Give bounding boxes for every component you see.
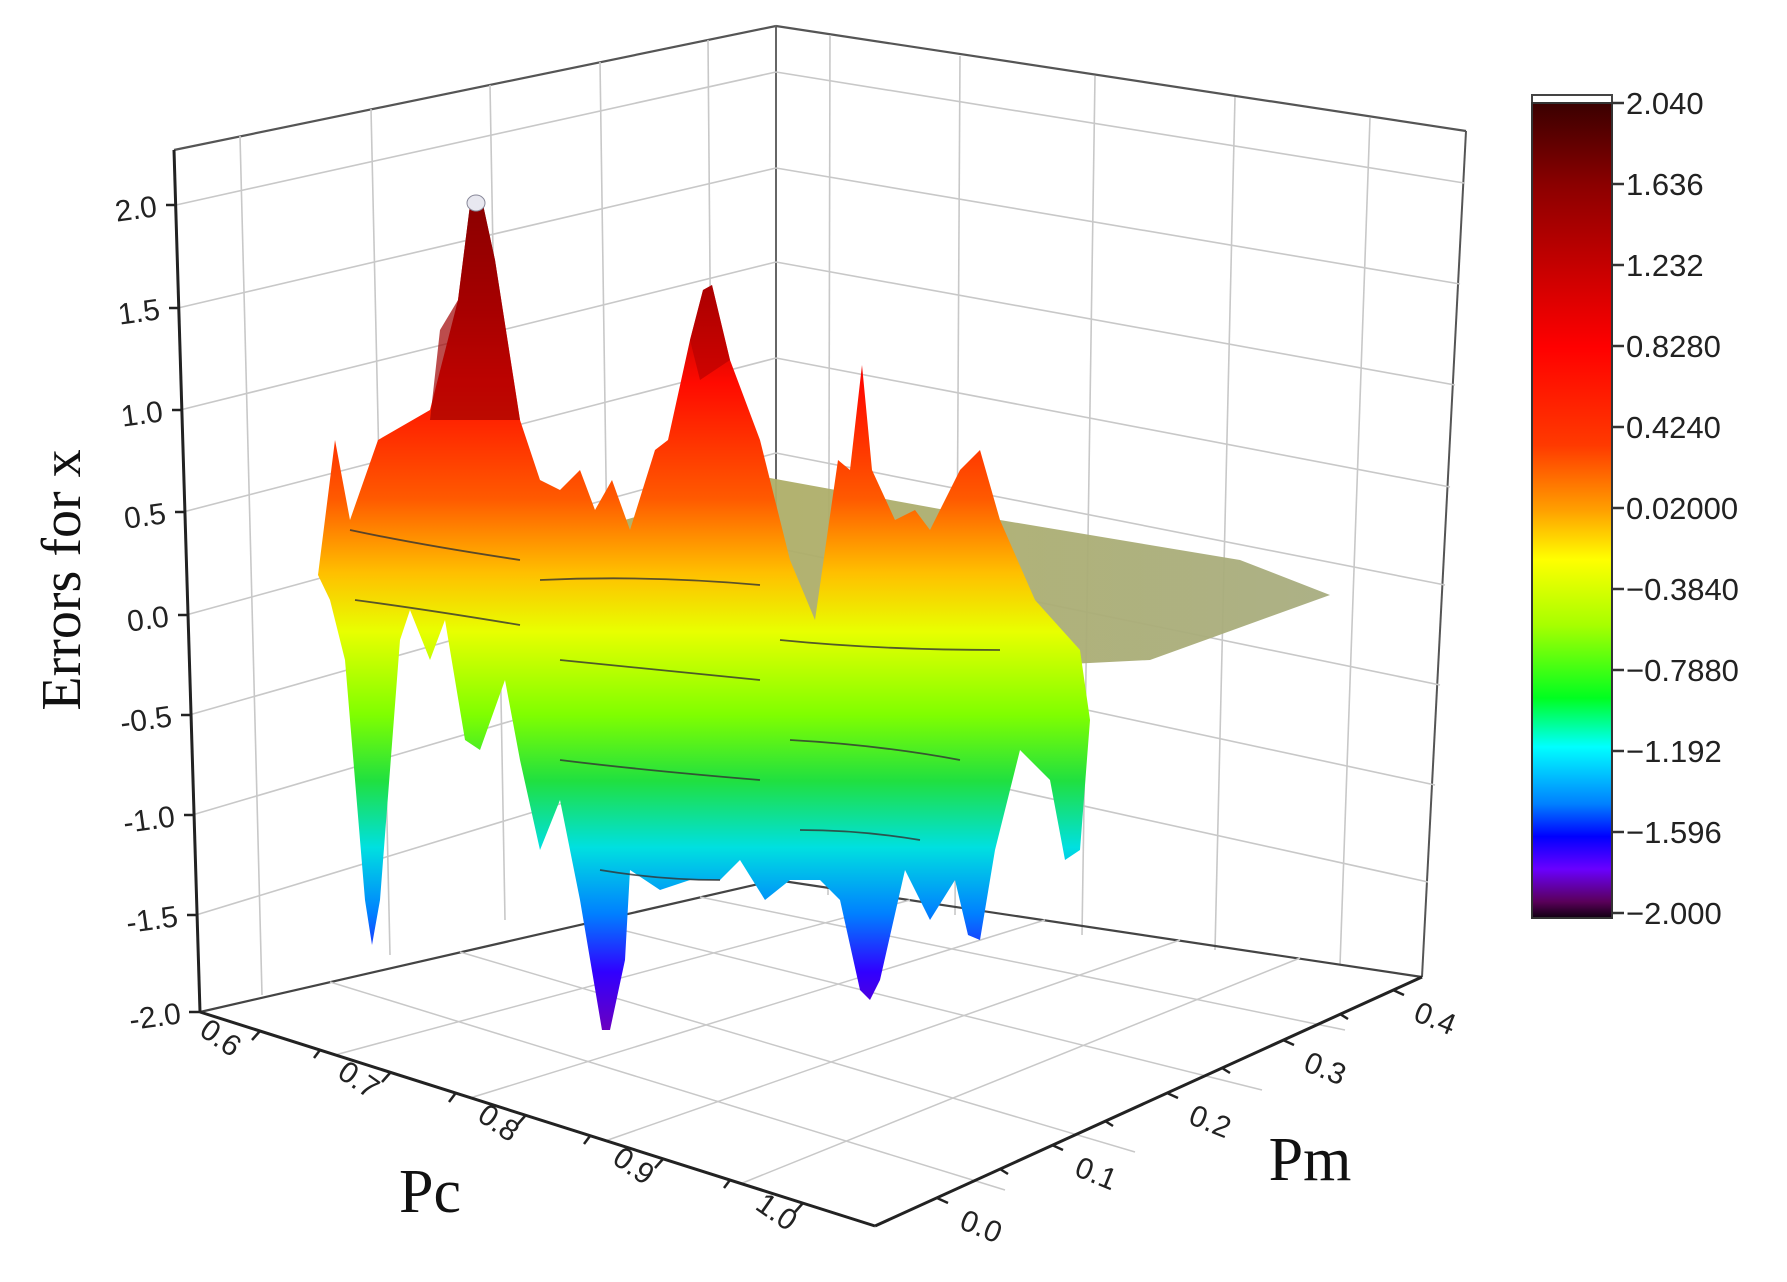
svg-text:1.0: 1.0: [119, 395, 165, 433]
svg-text:-0.5: -0.5: [118, 700, 174, 740]
svg-text:0.2: 0.2: [1184, 1099, 1235, 1145]
svg-text:2.0: 2.0: [113, 190, 159, 228]
svg-text:0.02000: 0.02000: [1626, 491, 1738, 526]
pc-axis-title: Pc: [399, 1158, 461, 1226]
svg-text:0.6: 0.6: [194, 1013, 247, 1064]
pm-axis-ticks: [936, 988, 1405, 1205]
svg-text:1.636: 1.636: [1626, 167, 1704, 202]
svg-text:-2.0: -2.0: [127, 997, 183, 1037]
svg-text:-1.0: -1.0: [121, 800, 177, 840]
svg-text:2.040: 2.040: [1626, 86, 1704, 121]
z-axis-labels: 2.0 1.5 1.0 0.5 0.0 -0.5 -1.0 -1.5 -2.0: [113, 190, 183, 1037]
svg-text:0.8280: 0.8280: [1626, 329, 1721, 364]
svg-text:1.0: 1.0: [750, 1187, 803, 1238]
svg-text:1.5: 1.5: [116, 293, 162, 331]
svg-text:0.5: 0.5: [122, 497, 168, 535]
floor-grid: [199, 878, 1423, 1191]
svg-text:0.1: 0.1: [1070, 1151, 1121, 1197]
svg-text:-1.5: -1.5: [124, 900, 180, 940]
pc-axis-labels: 0.6 0.7 0.8 0.9 1.0: [194, 1013, 803, 1238]
svg-text:−1.596: −1.596: [1626, 815, 1722, 850]
svg-text:0.0: 0.0: [125, 600, 171, 638]
surface: [318, 194, 1330, 1030]
svg-text:0.3: 0.3: [1299, 1046, 1350, 1092]
colorbar: 2.040 1.636 1.232 0.8280 0.4240 0.02000 …: [1531, 86, 1739, 931]
svg-text:−0.7880: −0.7880: [1626, 653, 1739, 688]
pm-axis-title: Pm: [1269, 1126, 1352, 1194]
pc-axis-ticks: [251, 1030, 804, 1213]
svg-text:0.8: 0.8: [472, 1098, 525, 1149]
svg-text:0.0: 0.0: [955, 1204, 1006, 1250]
axes-lines: [172, 149, 1423, 1228]
svg-text:−2.000: −2.000: [1626, 896, 1722, 931]
svg-text:0.4240: 0.4240: [1626, 410, 1721, 445]
svg-text:1.232: 1.232: [1626, 248, 1704, 283]
colorbar-labels: 2.040 1.636 1.232 0.8280 0.4240 0.02000 …: [1626, 86, 1739, 931]
z-axis-title: Errors for x: [31, 449, 93, 710]
back-wall-right: [775, 24, 1467, 978]
pm-axis-labels: 0.0 0.1 0.2 0.3 0.4: [955, 996, 1460, 1250]
svg-text:0.9: 0.9: [607, 1141, 660, 1192]
svg-text:0.7: 0.7: [332, 1055, 385, 1106]
svg-text:−0.3840: −0.3840: [1626, 572, 1739, 607]
z-axis-ticks: [166, 203, 200, 1014]
svg-text:−1.192: −1.192: [1626, 734, 1722, 769]
svg-text:0.4: 0.4: [1409, 996, 1460, 1042]
